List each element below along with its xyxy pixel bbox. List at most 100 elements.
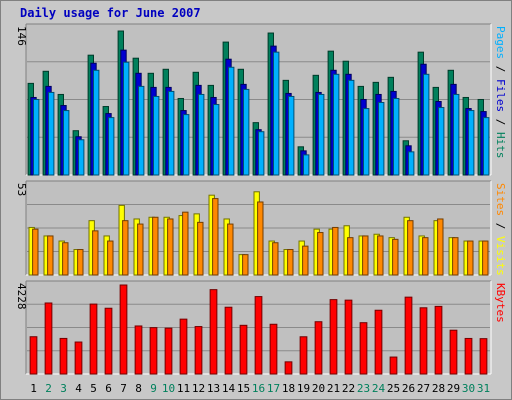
legend-entry: Sites: [494, 183, 507, 216]
bar-kbytes-day-7: [119, 284, 128, 375]
bar-pages-day-21: [333, 73, 340, 176]
day-label-9: 9: [150, 382, 157, 395]
bar-kbytes-day-18: [284, 361, 293, 375]
bar-kbytes-day-21: [329, 299, 338, 375]
bar-kbytes-day-12: [194, 326, 203, 375]
day-label-15: 15: [237, 382, 250, 395]
day-label-24: 24: [372, 382, 386, 395]
bar-kbytes-day-1: [29, 336, 38, 375]
legend-entry: Files: [494, 79, 507, 112]
bar-sites-day-25: [392, 238, 399, 276]
bar-sites-day-31: [482, 240, 489, 276]
day-label-14: 14: [222, 382, 236, 395]
bar-pages-day-24: [378, 102, 385, 176]
bar-pages-day-18: [288, 95, 295, 176]
bar-pages-day-16: [258, 131, 265, 176]
bar-pages-day-15: [243, 88, 250, 176]
bar-pages-day-14: [228, 66, 235, 176]
bar-sites-day-23: [362, 235, 369, 276]
day-label-10: 10: [162, 382, 175, 395]
bar-kbytes-day-15: [239, 324, 248, 375]
day-label-23: 23: [357, 382, 370, 395]
axis-max-label: 53: [15, 183, 28, 196]
bar-sites-day-20: [317, 232, 324, 276]
bar-sites-day-15: [242, 254, 249, 276]
bar-pages-day-23: [363, 108, 370, 176]
bar-sites-day-27: [422, 237, 429, 276]
day-label-7: 7: [120, 382, 127, 395]
bar-kbytes-day-6: [104, 307, 113, 375]
bar-kbytes-day-29: [449, 329, 458, 375]
day-label-16: 16: [252, 382, 265, 395]
legend-entry: Hits: [494, 132, 507, 159]
bar-sites-day-7: [122, 220, 129, 276]
bar-sites-day-9: [152, 216, 159, 276]
bar-kbytes-day-30: [464, 337, 473, 375]
bar-pages-day-8: [138, 85, 145, 176]
bar-pages-day-7: [123, 61, 130, 176]
bar-pages-day-17: [273, 51, 280, 176]
day-label-17: 17: [267, 382, 280, 395]
legend-entry: Visits: [494, 236, 507, 276]
bar-kbytes-day-10: [164, 327, 173, 375]
day-label-20: 20: [312, 382, 325, 395]
bar-pages-day-13: [213, 104, 220, 176]
day-label-21: 21: [327, 382, 340, 395]
day-label-2: 2: [45, 382, 52, 395]
day-label-8: 8: [135, 382, 142, 395]
bar-sites-day-11: [182, 211, 189, 276]
bar-sites-day-10: [167, 218, 174, 276]
bar-pages-day-25: [393, 97, 400, 176]
legend-entry: /: [494, 59, 507, 79]
bar-sites-day-3: [62, 242, 69, 276]
bar-sites-day-17: [272, 242, 279, 276]
bar-pages-day-28: [438, 107, 445, 176]
bar-kbytes-day-4: [74, 341, 83, 375]
axis-max-label: 146: [15, 26, 28, 46]
bar-sites-day-19: [302, 245, 309, 276]
day-label-18: 18: [282, 382, 295, 395]
bar-kbytes-day-9: [149, 327, 158, 375]
day-label-22: 22: [342, 382, 355, 395]
bar-kbytes-day-23: [359, 322, 368, 375]
bar-pages-day-31: [483, 117, 490, 176]
bar-sites-day-13: [212, 198, 219, 276]
bar-sites-day-22: [347, 237, 354, 276]
day-label-5: 5: [90, 382, 97, 395]
bar-kbytes-day-2: [44, 302, 53, 375]
bar-pages-day-4: [78, 139, 85, 176]
bar-kbytes-day-13: [209, 289, 218, 375]
bar-pages-day-12: [198, 93, 205, 176]
bar-sites-day-8: [137, 223, 144, 276]
bar-kbytes-day-3: [59, 337, 68, 375]
day-label-26: 26: [402, 382, 415, 395]
bar-pages-day-10: [168, 90, 175, 176]
bar-pages-day-2: [48, 91, 55, 176]
bar-kbytes-day-19: [299, 336, 308, 375]
day-label-28: 28: [432, 382, 445, 395]
day-label-25: 25: [387, 382, 400, 395]
day-label-29: 29: [447, 382, 460, 395]
chart-title: Daily usage for June 2007: [20, 6, 201, 20]
bar-sites-day-30: [467, 240, 474, 276]
bar-kbytes-day-26: [404, 296, 413, 375]
day-label-27: 27: [417, 382, 430, 395]
day-label-3: 3: [60, 382, 67, 395]
bar-sites-day-21: [332, 226, 339, 276]
bar-sites-day-24: [377, 235, 384, 276]
bar-pages-day-27: [423, 73, 430, 176]
day-label-11: 11: [177, 382, 190, 395]
day-label-30: 30: [462, 382, 475, 395]
bar-kbytes-day-24: [374, 309, 383, 375]
axis-max-label: 4228: [15, 283, 28, 310]
legend: Pages / Files / Hits: [494, 26, 507, 159]
bar-sites-day-1: [32, 228, 39, 276]
bar-sites-day-29: [452, 237, 459, 276]
bar-sites-day-18: [287, 249, 294, 276]
bar-kbytes-day-25: [389, 356, 398, 375]
bar-pages-day-30: [468, 110, 475, 176]
bar-kbytes-day-17: [269, 323, 278, 375]
bar-sites-day-28: [437, 218, 444, 276]
bar-sites-day-4: [77, 249, 84, 276]
day-label-6: 6: [105, 382, 112, 395]
